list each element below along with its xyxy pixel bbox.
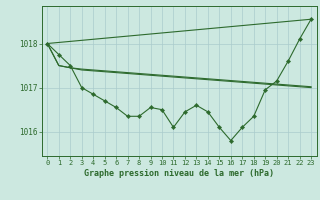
X-axis label: Graphe pression niveau de la mer (hPa): Graphe pression niveau de la mer (hPa) [84,169,274,178]
